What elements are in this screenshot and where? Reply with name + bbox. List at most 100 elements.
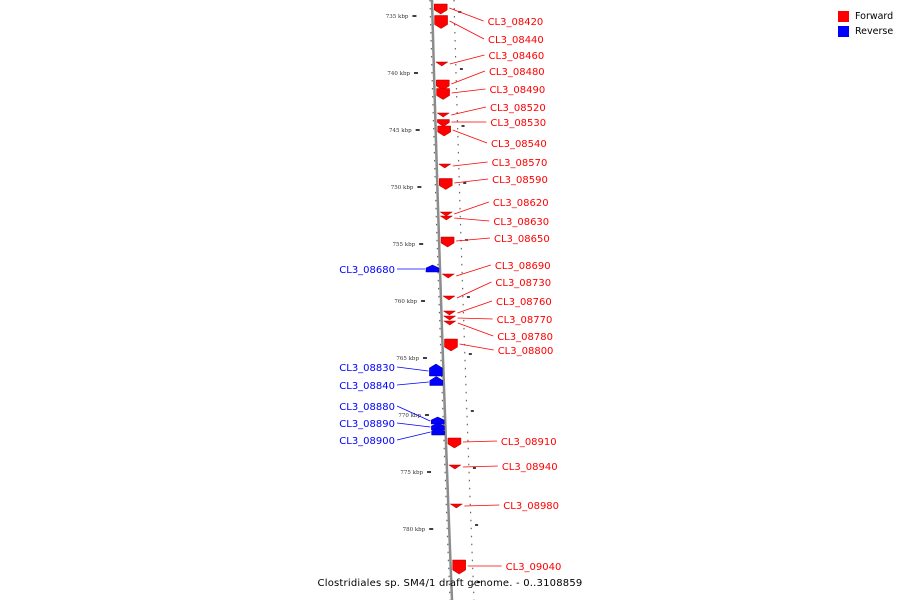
gene-label[interactable]: CL3_08520	[490, 103, 546, 114]
label-leader-line	[449, 7, 484, 22]
gene-label[interactable]: CL3_08620	[493, 198, 549, 209]
reverse-gene-glyph[interactable]	[429, 376, 444, 386]
gene-label[interactable]: CL3_08910	[501, 437, 557, 448]
scale-tick-label: 760 kbp	[394, 299, 417, 305]
label-leader-line	[451, 70, 486, 85]
scale-tick-label: 765 kbp	[396, 356, 419, 362]
label-leader-line	[449, 54, 485, 65]
label-leader-line	[457, 300, 493, 314]
legend-label: Reverse	[855, 26, 894, 37]
gene-label[interactable]: CL3_09040	[506, 562, 562, 573]
forward-strand-guide	[453, 0, 475, 600]
reverse-swatch	[838, 26, 849, 37]
label-leader-line	[456, 264, 491, 277]
forward-gene-glyph[interactable]	[437, 125, 451, 137]
forward-gene-glyph[interactable]	[441, 273, 456, 279]
gene-label[interactable]: CL3_08650	[494, 234, 550, 245]
forward-gene-glyph[interactable]	[433, 3, 448, 15]
reverse-gene-glyph[interactable]	[431, 427, 445, 436]
gene-features[interactable]	[425, 3, 466, 575]
label-leader-line	[452, 161, 488, 167]
label-leader-line	[454, 178, 489, 184]
gene-label[interactable]: CL3_08840	[339, 381, 395, 392]
gene-label[interactable]: CL3_08480	[489, 67, 545, 78]
gene-label[interactable]: CL3_08880	[339, 402, 395, 413]
forward-gene-glyph[interactable]	[442, 310, 457, 316]
gene-labels[interactable]: CL3_08420 CL3_08440 CL3_08460 CL3_08480 CL3_…	[339, 17, 561, 573]
gene-label[interactable]: CL3_08900	[339, 436, 395, 447]
gene-label[interactable]: CL3_08780	[497, 332, 553, 343]
scale-tick-label: 735 kbp	[386, 14, 409, 20]
scale-tick-label: 770 kbp	[398, 413, 421, 419]
gene-label-leaders	[396, 7, 502, 567]
gene-label[interactable]: CL3_08830	[339, 363, 395, 374]
label-leader-line	[459, 343, 494, 351]
gene-label[interactable]: CL3_08440	[488, 35, 544, 46]
reverse-gene-glyph[interactable]	[429, 363, 443, 377]
gene-label[interactable]: CL3_08980	[503, 501, 559, 512]
forward-gene-glyph[interactable]	[436, 88, 450, 100]
label-leader-line	[452, 129, 488, 144]
gene-label[interactable]: CL3_08540	[491, 139, 547, 150]
label-leader-line	[456, 237, 491, 242]
genome-backbone	[430, 0, 454, 600]
gene-label[interactable]: CL3_08760	[496, 297, 552, 308]
gene-label[interactable]: CL3_08690	[495, 261, 551, 272]
label-leader-line	[457, 322, 494, 337]
scale-tick-label: 745 kbp	[389, 128, 412, 134]
gene-label[interactable]: CL3_08680	[339, 265, 395, 276]
strand-legend: Forward Reverse	[838, 9, 898, 39]
scale-tick-label: 780 kbp	[403, 527, 426, 533]
gene-label[interactable]: CL3_08530	[490, 118, 546, 129]
label-leader-line	[454, 217, 490, 222]
label-leader-line	[396, 366, 429, 372]
reverse-gene-glyph[interactable]	[430, 416, 445, 425]
forward-gene-glyph[interactable]	[442, 295, 456, 301]
gene-label[interactable]: CL3_08460	[489, 51, 545, 62]
gene-label[interactable]: CL3_08730	[495, 278, 551, 289]
forward-gene-glyph[interactable]	[436, 79, 450, 91]
forward-gene-glyph[interactable]	[434, 61, 449, 67]
scale-tick-label: 755 kbp	[393, 242, 416, 248]
gene-label[interactable]: CL3_08590	[492, 175, 548, 186]
label-leader-line	[451, 106, 487, 116]
reverse-gene-glyph[interactable]	[425, 264, 440, 273]
scale-tick-label: 740 kbp	[387, 71, 410, 77]
label-leader-line	[396, 381, 429, 386]
gene-label[interactable]: CL3_08890	[339, 419, 395, 430]
gene-label[interactable]: CL3_08630	[493, 217, 549, 228]
forward-gene-glyph[interactable]	[434, 15, 448, 29]
scale-ticks: 735 kbp 740 kbp 745 kbp 750 kbp 755 kbp 760 k…	[386, 11, 481, 583]
forward-gene-glyph[interactable]	[447, 437, 462, 449]
forward-gene-glyph[interactable]	[439, 215, 454, 221]
forward-gene-glyph[interactable]	[436, 112, 451, 118]
scale-tick-label: 775 kbp	[400, 470, 423, 476]
gene-label[interactable]: CL3_08770	[497, 315, 553, 326]
gene-label[interactable]: CL3_08800	[498, 346, 554, 357]
label-leader-line	[451, 88, 486, 94]
gene-label[interactable]: CL3_08490	[489, 85, 545, 96]
legend-item-reverse: Reverse	[838, 24, 898, 39]
gene-label[interactable]: CL3_08570	[492, 158, 548, 169]
forward-gene-glyph[interactable]	[440, 236, 455, 248]
forward-gene-glyph[interactable]	[442, 320, 457, 326]
forward-swatch	[838, 11, 849, 22]
gene-label[interactable]: CL3_08940	[502, 462, 558, 473]
forward-gene-glyph[interactable]	[437, 163, 452, 169]
gene-label[interactable]: CL3_08420	[488, 17, 544, 28]
forward-gene-glyph[interactable]	[437, 119, 450, 127]
forward-gene-glyph[interactable]	[439, 211, 454, 217]
forward-gene-glyph[interactable]	[449, 503, 464, 509]
forward-gene-glyph[interactable]	[448, 464, 462, 470]
forward-gene-glyph[interactable]	[452, 559, 466, 575]
forward-gene-glyph[interactable]	[439, 178, 453, 190]
forward-gene-glyph[interactable]	[444, 338, 458, 352]
forward-gene-glyph[interactable]	[442, 315, 457, 321]
label-leader-line	[449, 20, 485, 40]
label-leader-line	[464, 504, 500, 507]
label-leader-line	[454, 201, 489, 215]
label-leader-line	[396, 422, 431, 428]
label-leader-line	[457, 317, 493, 320]
genome-caption: Clostridiales sp. SM4/1 draft genome. - …	[317, 578, 583, 589]
